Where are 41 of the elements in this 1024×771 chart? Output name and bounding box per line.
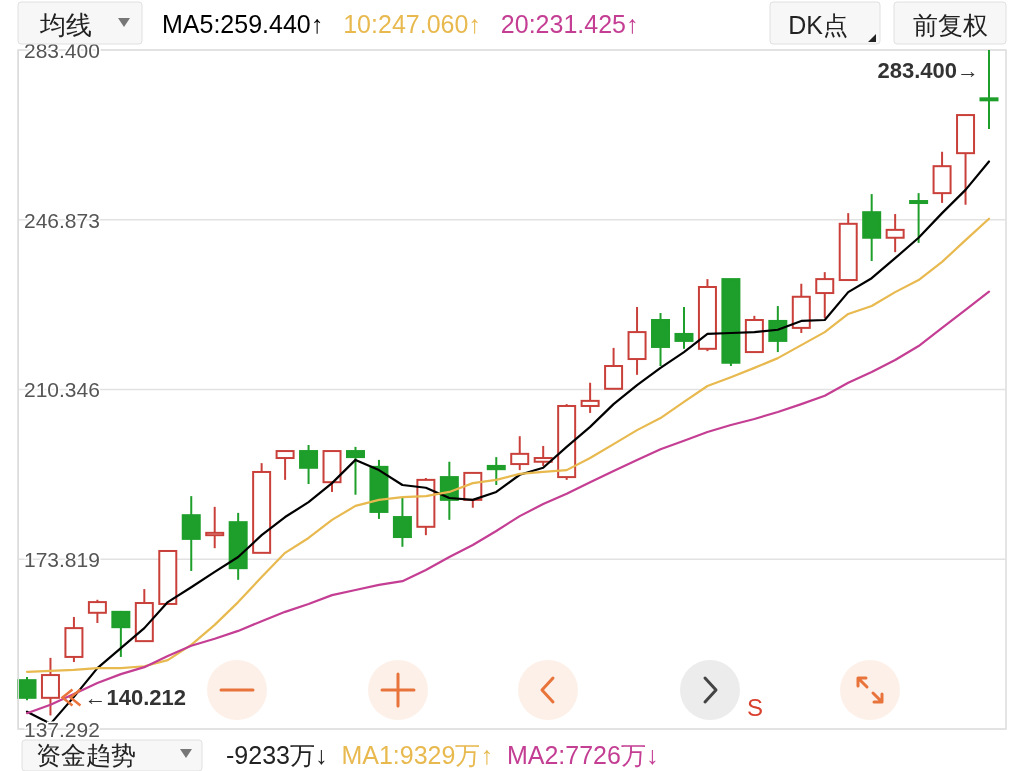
text: -9233万↓ bbox=[226, 741, 328, 769]
candlestick bbox=[40, 656, 60, 717]
annotation: 283.400→ bbox=[877, 58, 979, 83]
candlestick bbox=[510, 435, 530, 472]
candlestick bbox=[815, 271, 835, 320]
text: 前复权 bbox=[912, 11, 988, 39]
annotation: ←140.212 bbox=[84, 685, 186, 711]
text: DK点 bbox=[788, 11, 848, 39]
y-tick-label: 173.819 bbox=[24, 548, 100, 572]
candlestick bbox=[299, 444, 319, 486]
text: MA1:9329万↑ bbox=[341, 741, 493, 769]
candlestick bbox=[580, 381, 600, 414]
candlestick bbox=[87, 598, 107, 625]
line-series bbox=[25, 160, 991, 725]
y-tick-label: 246.873 bbox=[24, 208, 100, 232]
y-tick-label: 137.292 bbox=[24, 717, 100, 741]
candlestick bbox=[979, 49, 999, 130]
candlestick bbox=[275, 450, 295, 481]
candlestick bbox=[909, 192, 929, 244]
line-series bbox=[25, 290, 991, 715]
candlestick bbox=[205, 505, 225, 550]
text: MA2:7726万↓ bbox=[506, 741, 659, 769]
candlestick bbox=[486, 456, 506, 486]
candlestick bbox=[533, 444, 553, 467]
candlestick bbox=[392, 496, 412, 548]
text: 20:231.425↑ bbox=[500, 10, 639, 38]
annotation: S bbox=[746, 694, 764, 721]
text: 资金趋势 bbox=[36, 741, 136, 769]
y-tick-label: 210.346 bbox=[24, 378, 100, 402]
candlestick bbox=[768, 305, 788, 354]
candlestick bbox=[604, 346, 624, 390]
chart-title: 均线 bbox=[39, 10, 92, 40]
candlestick bbox=[345, 445, 365, 496]
candlestick bbox=[17, 675, 37, 702]
text: 10:247.060↑ bbox=[343, 10, 481, 38]
candlestick bbox=[674, 305, 694, 350]
candlestick bbox=[181, 495, 201, 572]
text: MA5:259.440↑ bbox=[162, 10, 324, 38]
y-tick-label: 283.400 bbox=[24, 38, 100, 62]
candlestick bbox=[111, 609, 131, 658]
candlestick bbox=[885, 213, 905, 254]
